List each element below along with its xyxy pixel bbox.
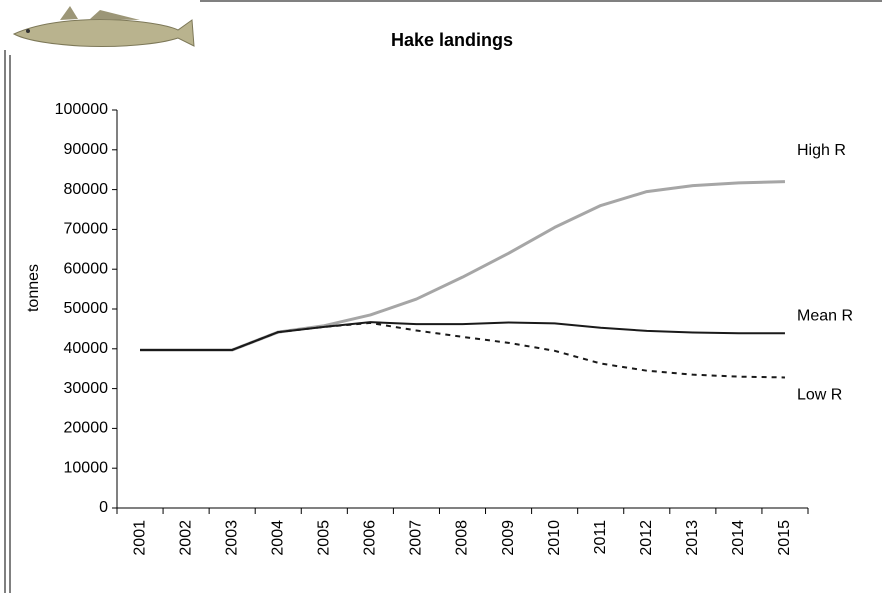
x-tick-label: 2010 [546,520,563,556]
y-tick-label: 40000 [64,340,109,357]
y-tick-label: 100000 [55,101,108,118]
x-tick-label: 2011 [592,520,609,555]
y-tick-label: 30000 [64,380,109,397]
x-tick-label: 2009 [500,520,517,556]
x-tick-label: 2013 [684,520,701,556]
y-tick-label: 80000 [64,181,109,198]
x-tick-label: 2007 [408,520,425,556]
x-tick-label: 2001 [131,520,148,556]
x-tick-label: 2012 [638,520,655,556]
y-tick-label: 60000 [64,260,109,277]
x-tick-label: 2004 [269,520,286,556]
x-tick-label: 2005 [316,520,333,556]
x-tick-label: 2008 [454,520,471,556]
y-tick-label: 0 [99,499,108,516]
series-label: Mean R [797,307,853,324]
x-tick-label: 2015 [776,520,793,556]
y-tick-label: 50000 [64,300,109,317]
y-axis-label: tonnes [25,264,42,312]
y-tick-label: 90000 [64,141,109,158]
y-tick-label: 70000 [64,221,109,238]
x-tick-label: 2006 [362,520,379,556]
y-tick-label: 10000 [64,459,109,476]
x-tick-label: 2002 [177,520,194,556]
series-line [140,321,785,351]
chart-title: Hake landings [391,30,513,50]
y-tick-label: 20000 [64,420,109,437]
fish-illustration [12,6,195,48]
x-tick-label: 2003 [223,520,240,556]
x-tick-label: 2014 [730,520,747,556]
series-label: Low R [797,387,842,404]
series-label: High R [797,142,846,159]
